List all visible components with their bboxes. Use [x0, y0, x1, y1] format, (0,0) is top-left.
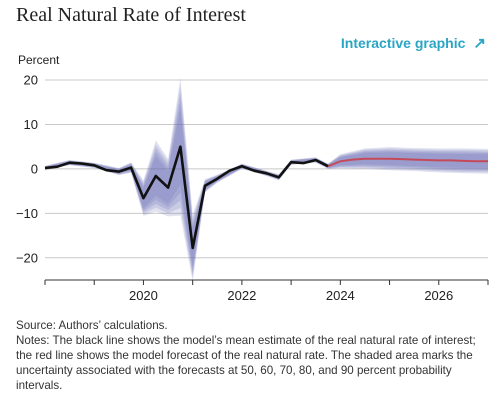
forecast-line — [327, 157, 488, 168]
grid — [45, 79, 488, 259]
uncertainty-band-80 — [45, 85, 488, 278]
chart-notes: Source: Authors’ calculations. Notes: Th… — [16, 318, 486, 393]
uncertainty-band-50 — [45, 108, 488, 267]
chart: Percent 20 10 0 −10 −20 2020 2022 2024 2026 — [0, 48, 500, 310]
y-axis-label: Percent — [18, 53, 60, 67]
source-note: Source: Authors’ calculations. — [16, 319, 168, 332]
uncertainty-band-60 — [45, 100, 488, 271]
y-tick-label: 0 — [31, 161, 38, 176]
y-tick-label: −10 — [16, 206, 38, 221]
x-tick-label: 2020 — [129, 288, 158, 303]
uncertainty-bands — [45, 77, 488, 282]
uncertainty-band-70 — [45, 93, 488, 274]
y-tick-label: 20 — [24, 73, 38, 88]
mean-estimate-line — [44, 145, 329, 250]
series-lines — [44, 145, 488, 250]
x-tick-label: 2026 — [424, 288, 453, 303]
x-tick-label: 2024 — [326, 288, 355, 303]
chart-svg: Percent 20 10 0 −10 −20 2020 2022 2024 2026 — [16, 53, 489, 303]
axes: Percent 20 10 0 −10 −20 2020 2022 2024 2026 — [16, 53, 489, 303]
arrow-up-right-icon: ↗ — [473, 35, 486, 52]
interactive-graphic-link[interactable]: Interactive graphic ↗ — [341, 34, 486, 52]
interactive-graphic-label: Interactive graphic — [340, 35, 466, 51]
notes-text: Notes: The black line shows the model’s … — [16, 334, 476, 392]
x-tick-label: 2022 — [227, 288, 256, 303]
y-tick-label: −20 — [16, 250, 38, 265]
uncertainty-band-90 — [45, 77, 488, 282]
y-tick-label: 10 — [24, 117, 38, 132]
page-title: Real Natural Rate of Interest — [16, 4, 246, 26]
